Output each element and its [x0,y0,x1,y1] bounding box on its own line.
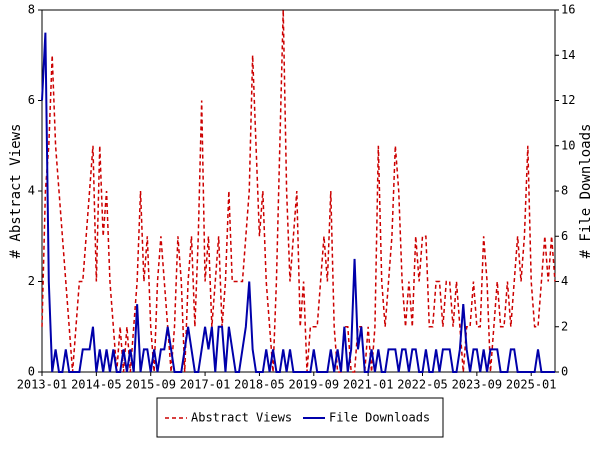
y2-tick-label: 2 [561,319,568,333]
y2-tick-label: 6 [561,229,568,243]
y-tick-label: 2 [28,274,35,288]
y2-tick-label: 0 [561,365,568,379]
y2-tick-label: 12 [561,93,575,107]
y-tick-label: 0 [28,365,35,379]
x-tick-label: 2015-09 [125,378,176,392]
legend-box [156,397,444,438]
x-tick-label: 2023-09 [452,378,503,392]
x-tick-label: 2022-05 [397,378,448,392]
y2-tick-label: 16 [561,3,575,17]
x-tick-label: 2019-09 [288,378,339,392]
x-tick-label: 2017-01 [180,378,231,392]
data-line [41,32,555,373]
x-tick-label: 2014-05 [71,378,122,392]
plot-frame [41,9,556,373]
x-tick-label: 2018-05 [234,378,285,392]
y2-tick-label: 8 [561,184,568,198]
x-tick-label: 2013-01 [17,378,68,392]
legend-label: Abstract Views [191,411,292,425]
legend-label: File Downloads [329,411,430,425]
y2-tick-label: 14 [561,48,575,62]
y2-tick-label: 4 [561,274,568,288]
y-tick-label: 4 [28,184,35,198]
y-tick-label: 6 [28,93,35,107]
y-axis-title: # Abstract Views [8,124,24,259]
x-tick-label: 2021-01 [343,378,394,392]
y-tick-label: 8 [28,3,35,17]
y2-axis-title: # File Downloads [578,124,594,259]
y2-tick-label: 10 [561,138,575,152]
data-line [41,9,556,373]
x-tick-label: 2025-01 [506,378,557,392]
